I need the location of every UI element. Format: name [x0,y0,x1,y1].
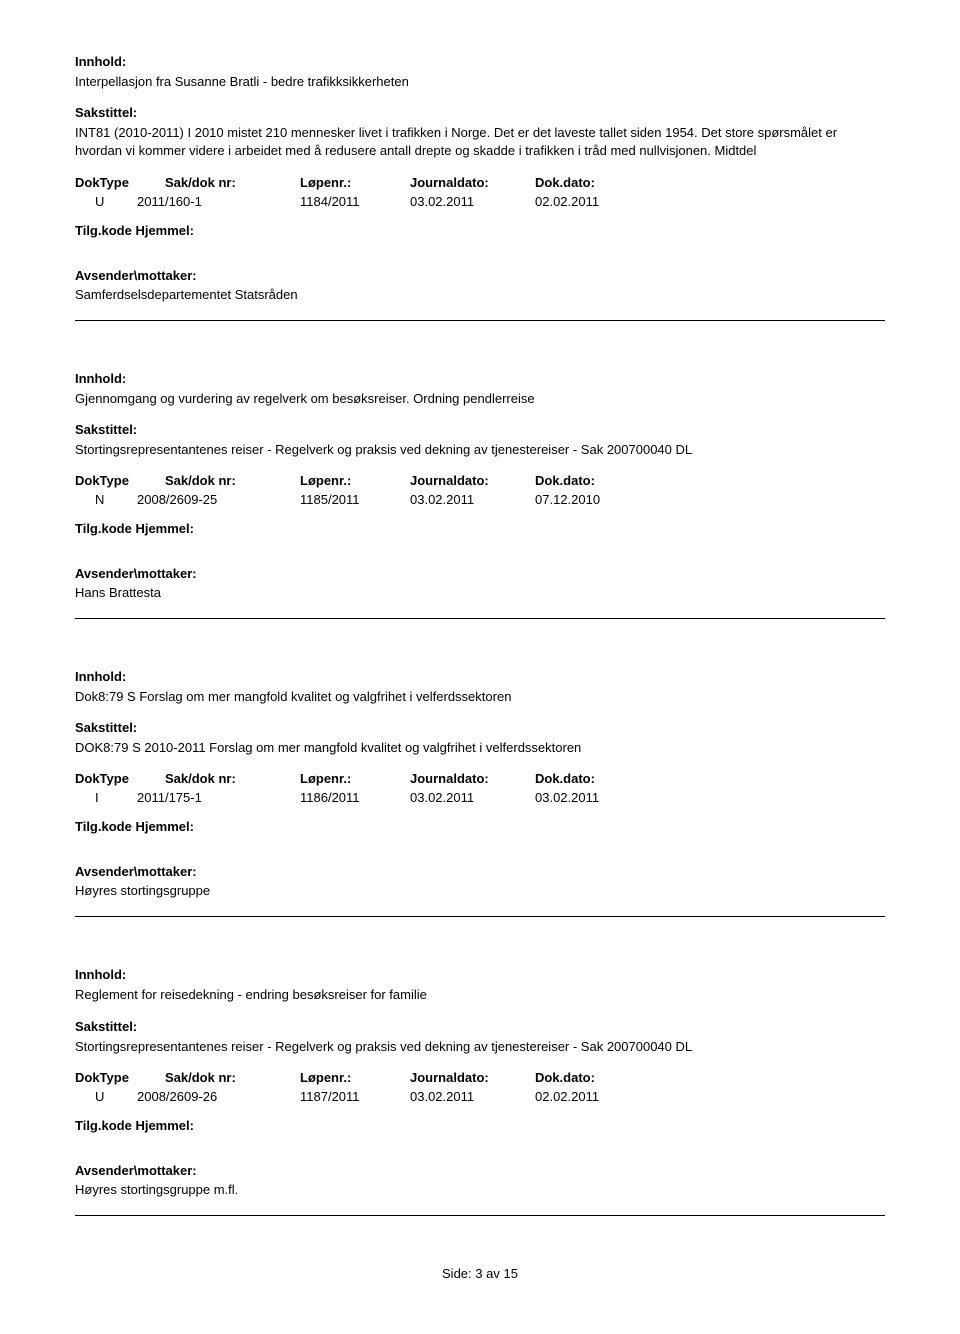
lopenr-header: Løpenr.: [300,473,390,488]
dokdato-header: Dok.dato: [535,771,640,786]
page-indicator: Side: 3 av 15 [75,1266,885,1281]
sakstittel-label: Sakstittel: [75,1019,885,1034]
dokdato-value: 03.02.2011 [535,790,640,805]
dokdato-header: Dok.dato: [535,1070,640,1085]
tilgkode-label: Tilg.kode [75,223,132,238]
lopenr-value: 1185/2011 [300,492,390,507]
avsender-value: Hans Brattesta [75,585,885,600]
metadata-header: DokType Sak/dok nr: Løpenr.: Journaldato… [75,175,885,209]
sakdok-value: 2008/2609-26 [137,1089,280,1104]
sakdok-header: Sak/dok nr: [165,771,280,786]
entry: Innhold: Dok8:79 S Forslag om mer mangfo… [75,669,885,917]
doktype-header: DokType [75,771,145,786]
doktype-value: U [75,194,117,209]
sakdok-value: 2011/175-1 [137,790,280,805]
tilgkode-row: Tilg.kode Hjemmel: [75,819,885,834]
avsender-value: Høyres stortingsgruppe [75,883,885,898]
doktype-value: U [75,1089,117,1104]
avsender-label: Avsender\mottaker: [75,268,885,283]
page-sep: av [486,1266,500,1281]
sakstittel-text: Stortingsrepresentantenes reiser - Regel… [75,1038,885,1056]
innhold-text: Dok8:79 S Forslag om mer mangfold kvalit… [75,688,885,706]
lopenr-value: 1184/2011 [300,194,390,209]
tilgkode-row: Tilg.kode Hjemmel: [75,1118,885,1133]
sakstittel-text: DOK8:79 S 2010-2011 Forslag om mer mangf… [75,739,885,757]
lopenr-value: 1186/2011 [300,790,390,805]
lopenr-header: Løpenr.: [300,175,390,190]
sakdok-header: Sak/dok nr: [165,175,280,190]
metadata-header: DokType Sak/dok nr: Løpenr.: Journaldato… [75,473,885,507]
metadata-header: DokType Sak/dok nr: Løpenr.: Journaldato… [75,771,885,805]
divider [75,916,885,917]
sakstittel-text: Stortingsrepresentantenes reiser - Regel… [75,441,885,459]
divider [75,1215,885,1216]
metadata-values: I 2011/175-1 1186/2011 03.02.2011 03.02.… [75,790,885,805]
metadata-values: U 2008/2609-26 1187/2011 03.02.2011 02.0… [75,1089,885,1104]
dokdato-header: Dok.dato: [535,175,640,190]
tilgkode-label: Tilg.kode [75,1118,132,1133]
avsender-label: Avsender\mottaker: [75,1163,885,1178]
sakdok-header: Sak/dok nr: [165,1070,280,1085]
page-prefix: Side: [442,1266,472,1281]
innhold-text: Interpellasjon fra Susanne Bratli - bedr… [75,73,885,91]
sakstittel-label: Sakstittel: [75,422,885,437]
dokdato-value: 02.02.2011 [535,194,640,209]
doktype-header: DokType [75,175,145,190]
journaldato-value: 03.02.2011 [410,194,515,209]
tilgkode-label: Tilg.kode [75,819,132,834]
lopenr-header: Løpenr.: [300,771,390,786]
innhold-label: Innhold: [75,54,885,69]
page-number: 3 [475,1266,482,1281]
divider [75,618,885,619]
hjemmel-label: Hjemmel: [135,521,194,536]
doktype-header: DokType [75,1070,145,1085]
innhold-label: Innhold: [75,371,885,386]
doktype-header: DokType [75,473,145,488]
metadata-values: N 2008/2609-25 1185/2011 03.02.2011 07.1… [75,492,885,507]
avsender-label: Avsender\mottaker: [75,864,885,879]
page-total: 15 [504,1266,518,1281]
innhold-text: Gjennomgang og vurdering av regelverk om… [75,390,885,408]
innhold-label: Innhold: [75,967,885,982]
sakstittel-text: INT81 (2010-2011) I 2010 mistet 210 menn… [75,124,885,160]
divider [75,320,885,321]
metadata-header: DokType Sak/dok nr: Løpenr.: Journaldato… [75,1070,885,1104]
dokdato-value: 07.12.2010 [535,492,640,507]
entry: Innhold: Gjennomgang og vurdering av reg… [75,371,885,619]
tilgkode-label: Tilg.kode [75,521,132,536]
dokdato-value: 02.02.2011 [535,1089,640,1104]
hjemmel-label: Hjemmel: [135,223,194,238]
avsender-value: Samferdselsdepartementet Statsråden [75,287,885,302]
metadata-values: U 2011/160-1 1184/2011 03.02.2011 02.02.… [75,194,885,209]
lopenr-header: Løpenr.: [300,1070,390,1085]
avsender-label: Avsender\mottaker: [75,566,885,581]
avsender-value: Høyres stortingsgruppe m.fl. [75,1182,885,1197]
journaldato-header: Journaldato: [410,1070,515,1085]
journaldato-header: Journaldato: [410,473,515,488]
journaldato-value: 03.02.2011 [410,790,515,805]
journaldato-header: Journaldato: [410,771,515,786]
innhold-label: Innhold: [75,669,885,684]
journaldato-header: Journaldato: [410,175,515,190]
sakdok-value: 2008/2609-25 [137,492,280,507]
doktype-value: I [75,790,117,805]
sakstittel-label: Sakstittel: [75,720,885,735]
sakdok-header: Sak/dok nr: [165,473,280,488]
innhold-text: Reglement for reisedekning - endring bes… [75,986,885,1004]
journaldato-value: 03.02.2011 [410,492,515,507]
lopenr-value: 1187/2011 [300,1089,390,1104]
hjemmel-label: Hjemmel: [135,1118,194,1133]
tilgkode-row: Tilg.kode Hjemmel: [75,223,885,238]
tilgkode-row: Tilg.kode Hjemmel: [75,521,885,536]
hjemmel-label: Hjemmel: [135,819,194,834]
sakstittel-label: Sakstittel: [75,105,885,120]
dokdato-header: Dok.dato: [535,473,640,488]
sakdok-value: 2011/160-1 [137,194,280,209]
journaldato-value: 03.02.2011 [410,1089,515,1104]
entry: Innhold: Interpellasjon fra Susanne Brat… [75,54,885,321]
doktype-value: N [75,492,117,507]
entry: Innhold: Reglement for reisedekning - en… [75,967,885,1215]
